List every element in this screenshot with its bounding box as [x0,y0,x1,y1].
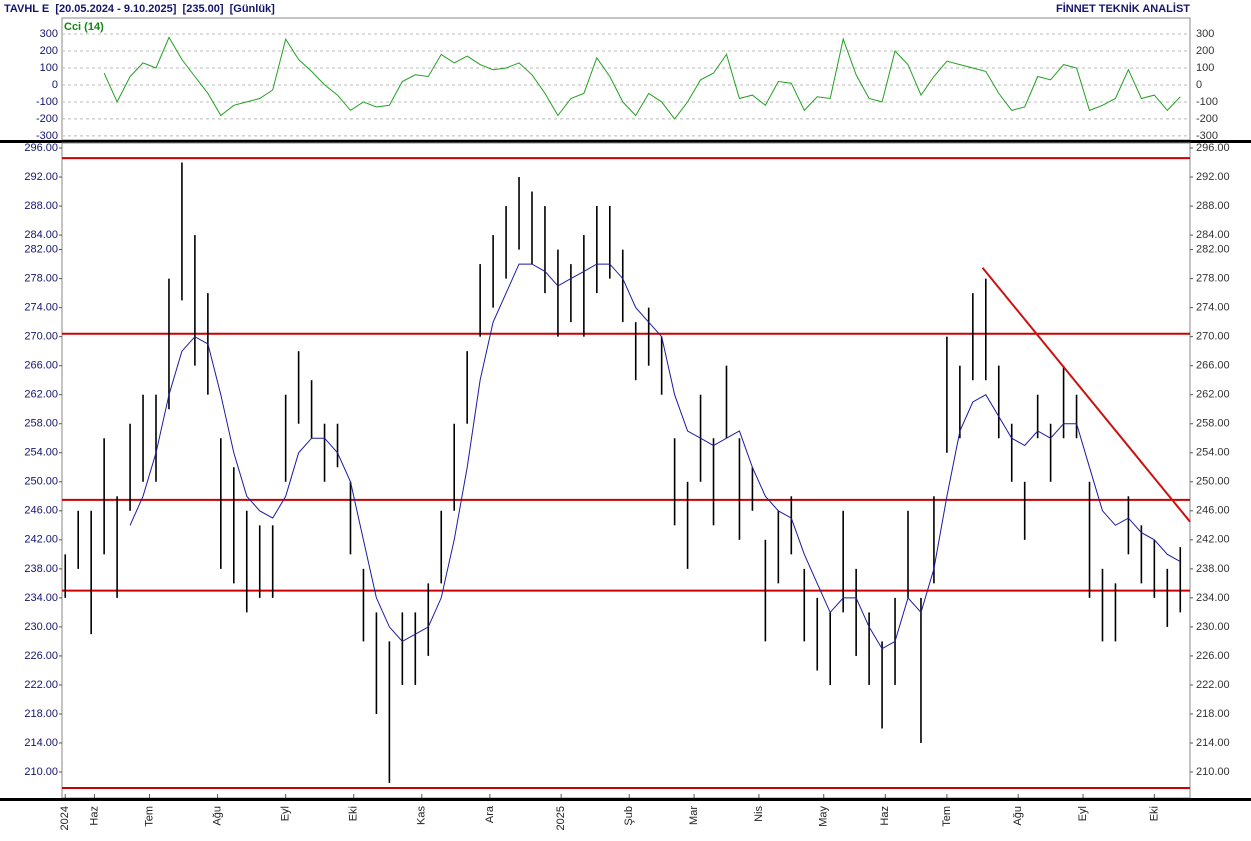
y-tick-label-right: 250.00 [1196,476,1230,488]
y-tick-label-right: 300 [1196,28,1214,40]
y-tick-label-right: 100 [1196,62,1214,74]
y-tick-label: 230.00 [24,621,58,633]
y-tick-label: 300 [40,28,58,40]
y-tick-label-right: 218.00 [1196,708,1230,720]
y-tick-label-right: 200 [1196,45,1214,57]
y-tick-label: 214.00 [24,737,58,749]
x-tick-label: Mar [688,806,700,825]
y-tick-label: 234.00 [24,592,58,604]
y-tick-label: 250.00 [24,476,58,488]
cci-line [103,36,1181,120]
y-tick-label-right: 296.00 [1196,142,1230,154]
y-tick-label-right: 210.00 [1196,766,1230,778]
y-tick-label-right: 0 [1196,79,1202,91]
x-tick-label: 2025 [555,806,567,830]
x-tick-label: Ağu [211,806,223,826]
y-tick-label: 226.00 [24,650,58,662]
y-tick-label-right: 214.00 [1196,737,1230,749]
y-tick-label-right: 222.00 [1196,679,1230,691]
y-tick-label-right: 226.00 [1196,650,1230,662]
x-tick-label: May [818,806,830,827]
cci-label: Cci (14) [64,21,104,33]
y-tick-label: 254.00 [24,447,58,459]
y-tick-label-right: 270.00 [1196,331,1230,343]
panel-separator [0,140,1251,143]
y-tick-label-right: 278.00 [1196,273,1230,285]
header-brand: FİNNET TEKNİK ANALİST [1056,2,1190,15]
x-tick-label: Tem [941,806,953,827]
y-tick-label: 266.00 [24,360,58,372]
y-tick-label-right: 266.00 [1196,360,1230,372]
x-tick-label: Eki [1148,806,1160,821]
x-tick-label: Nis [753,806,765,822]
y-tick-label-right: 258.00 [1196,418,1230,430]
x-tick-label: Ara [484,805,496,823]
y-tick-label-right: 292.00 [1196,171,1230,183]
y-tick-label-right: 262.00 [1196,389,1230,401]
y-tick-label-right: 282.00 [1196,243,1230,255]
x-tick-label: Ağu [1012,806,1024,826]
y-tick-label: 274.00 [24,302,58,314]
y-tick-label: 200 [40,45,58,57]
x-tick-label: Şub [623,806,635,826]
y-tick-label: 246.00 [24,505,58,517]
y-tick-label: -300 [36,130,58,142]
y-tick-label: 242.00 [24,534,58,546]
x-tick-label: Eyl [1077,806,1089,821]
x-tick-label: Eki [348,806,360,821]
y-tick-label-right: -200 [1196,113,1218,125]
y-tick-label-right: -100 [1196,96,1218,108]
y-tick-label: 278.00 [24,273,58,285]
y-tick-label: 222.00 [24,679,58,691]
y-tick-label-right: 274.00 [1196,302,1230,314]
trend-line [981,267,1191,523]
y-tick-label: 262.00 [24,389,58,401]
y-tick-label: 218.00 [24,708,58,720]
x-tick-label: 2024 [59,806,71,830]
y-tick-label: 210.00 [24,766,58,778]
y-tick-label: 296.00 [24,142,58,154]
y-tick-label: -200 [36,113,58,125]
x-tick-label: Eyl [280,806,292,821]
y-tick-label: -100 [36,96,58,108]
y-tick-label: 258.00 [24,418,58,430]
y-tick-label: 284.00 [24,229,58,241]
y-tick-label-right: 234.00 [1196,592,1230,604]
y-tick-label: 238.00 [24,563,58,575]
y-tick-label: 292.00 [24,171,58,183]
y-tick-label-right: 288.00 [1196,200,1230,212]
x-tick-label: Kas [416,806,428,825]
y-tick-label: 288.00 [24,200,58,212]
y-tick-label: 100 [40,62,58,74]
y-tick-label-right: 254.00 [1196,447,1230,459]
moving-average [129,263,1181,650]
x-tick-label: Haz [879,806,891,826]
y-tick-label-right: 238.00 [1196,563,1230,575]
y-tick-label-right: 246.00 [1196,505,1230,517]
y-tick-label-right: 230.00 [1196,621,1230,633]
y-tick-label: 282.00 [24,243,58,255]
axis-separator [0,798,1251,801]
x-tick-label: Tem [143,806,155,827]
y-tick-label-right: 284.00 [1196,229,1230,241]
y-tick-label-right: 242.00 [1196,534,1230,546]
x-tick-label: Haz [88,806,100,826]
header-title: TAVHL E [20.05.2024 - 9.10.2025] [235.00… [4,3,275,15]
y-tick-label: 0 [52,79,58,91]
y-tick-label: 270.00 [24,331,58,343]
y-tick-label-right: -300 [1196,130,1218,142]
